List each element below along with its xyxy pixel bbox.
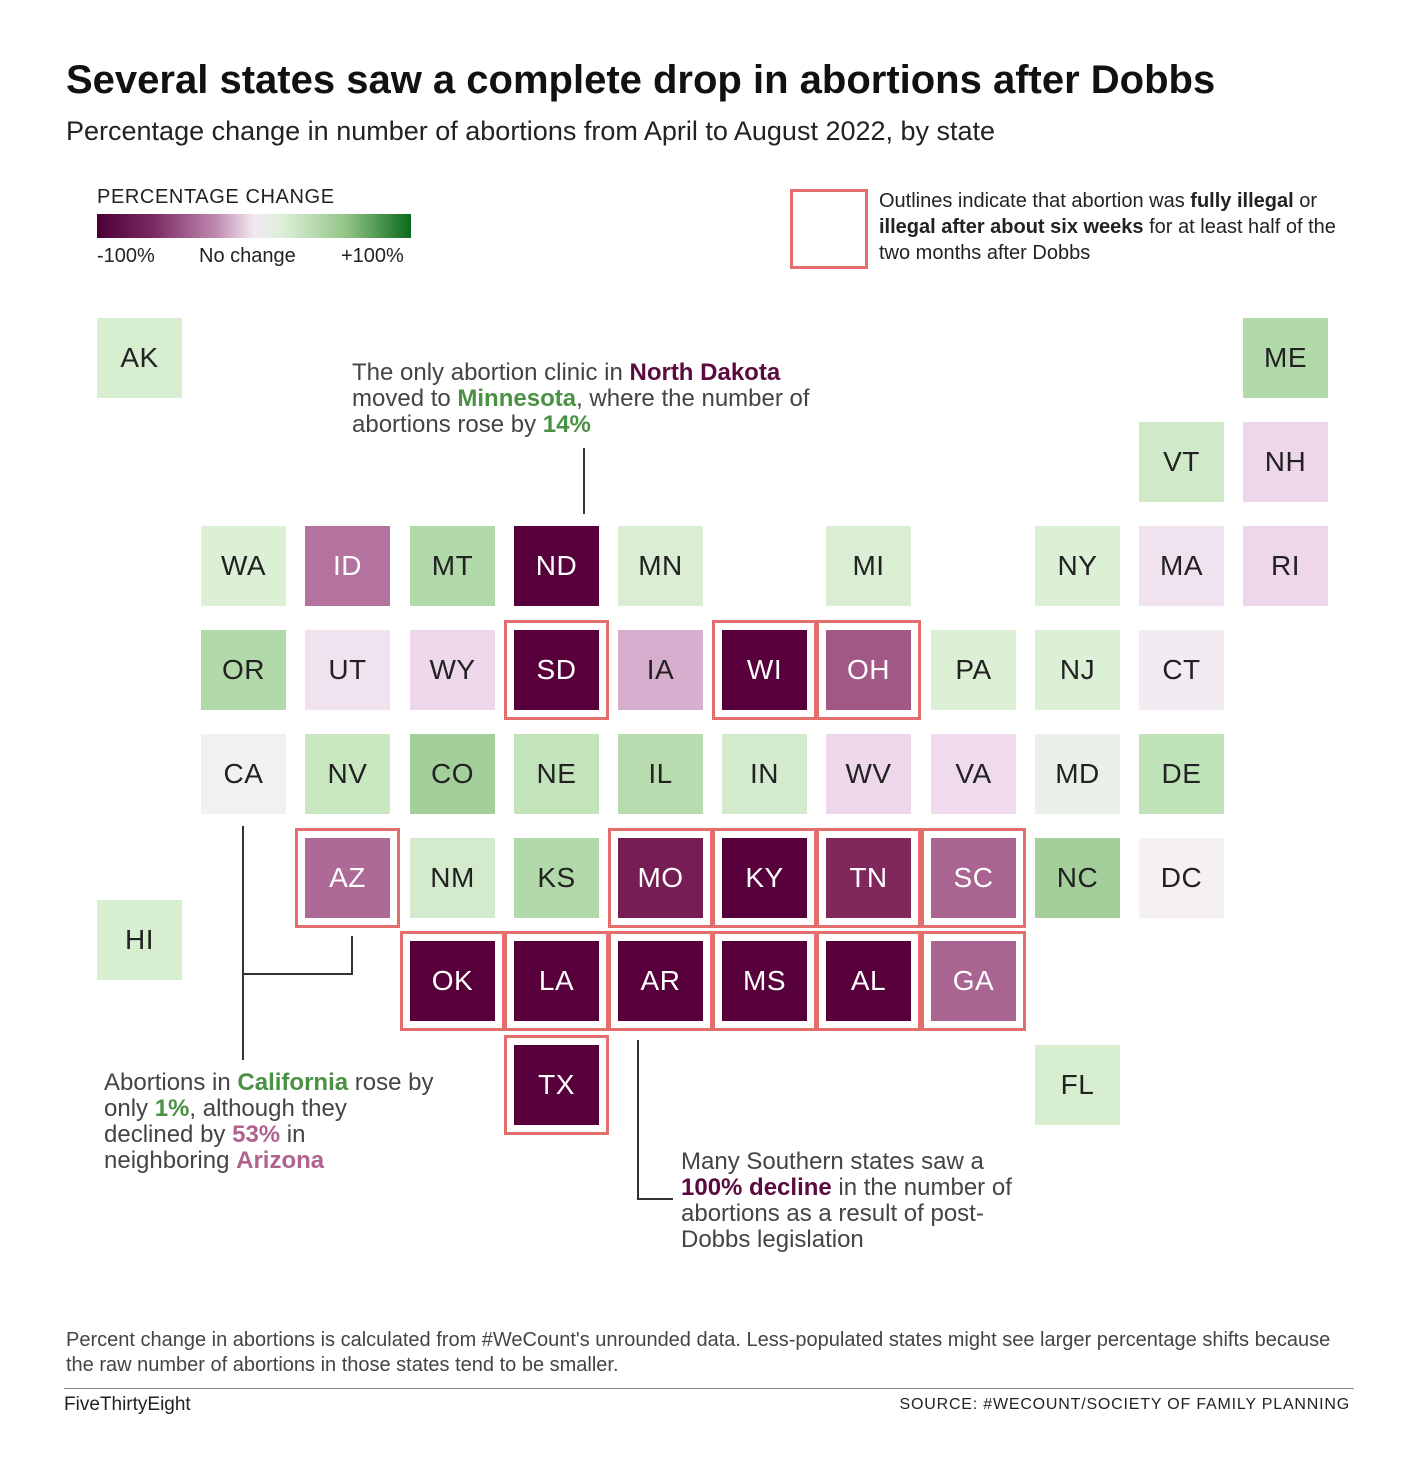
state-tile-ut: UT	[305, 630, 390, 710]
state-tile-in: IN	[722, 734, 807, 814]
state-tile-ri: RI	[1243, 526, 1328, 606]
source-label: SOURCE: #WECOUNT/SOCIETY OF FAMILY PLANN…	[899, 1396, 1350, 1413]
state-tile-mi: MI	[826, 526, 911, 606]
state-tile-mt: MT	[410, 526, 495, 606]
state-tile-nh: NH	[1243, 422, 1328, 502]
state-tile-fl: FL	[1035, 1045, 1120, 1125]
state-tile-nd: ND	[514, 526, 599, 606]
annotation-nd-leader-line	[583, 448, 585, 514]
chart-subtitle: Percentage change in number of abortions…	[66, 116, 996, 146]
state-tile-ks: KS	[514, 838, 599, 918]
legend-min-label: -100%	[97, 245, 155, 267]
state-tile-sc: SC	[921, 828, 1026, 928]
footnote: Percent change in abortions is calculate…	[66, 1329, 1331, 1376]
state-tile-or: OR	[201, 630, 286, 710]
state-tile-la: LA	[504, 931, 609, 1031]
state-tile-nm: NM	[410, 838, 495, 918]
annotation-south-leader-horizontal	[637, 1198, 673, 1200]
annotation-ca-az: Abortions in California rose by only 1%,…	[104, 1069, 434, 1174]
annotation-nd-mn: The only abortion clinic in North Dakota…	[352, 359, 810, 438]
state-tile-ca: CA	[201, 734, 286, 814]
state-tile-va: VA	[931, 734, 1016, 814]
state-tile-dc: DC	[1139, 838, 1224, 918]
state-tile-ky: KY	[712, 828, 817, 928]
state-tile-il: IL	[618, 734, 703, 814]
legend-title: PERCENTAGE CHANGE	[97, 186, 335, 208]
state-tile-tn: TN	[816, 828, 921, 928]
state-tile-ms: MS	[712, 931, 817, 1031]
state-tile-mo: MO	[608, 828, 713, 928]
state-tile-ct: CT	[1139, 630, 1224, 710]
annotation-south: Many Southern states saw a 100% decline …	[681, 1148, 1012, 1253]
outline-legend-swatch	[790, 189, 868, 269]
state-tile-de: DE	[1139, 734, 1224, 814]
state-tile-nj: NJ	[1035, 630, 1120, 710]
outline-legend-note: Outlines indicate that abortion was full…	[879, 190, 1336, 264]
annotation-az-leader-vertical	[351, 936, 353, 975]
state-tile-md: MD	[1035, 734, 1120, 814]
state-tile-wa: WA	[201, 526, 286, 606]
chart-title: Several states saw a complete drop in ab…	[66, 58, 1216, 102]
state-tile-pa: PA	[931, 630, 1016, 710]
annotation-south-leader-vertical	[637, 1040, 639, 1200]
state-tile-oh: OH	[816, 620, 921, 720]
legend-color-scale	[97, 214, 411, 238]
state-tile-ny: NY	[1035, 526, 1120, 606]
state-tile-nc: NC	[1035, 838, 1120, 918]
state-tile-ma: MA	[1139, 526, 1224, 606]
legend-max-label: +100%	[341, 245, 404, 267]
state-tile-sd: SD	[504, 620, 609, 720]
state-tile-co: CO	[410, 734, 495, 814]
state-tile-ne: NE	[514, 734, 599, 814]
state-tile-hi: HI	[97, 900, 182, 980]
state-tile-ar: AR	[608, 931, 713, 1031]
state-tile-wy: WY	[410, 630, 495, 710]
state-tile-ga: GA	[921, 931, 1026, 1031]
brand-label: FiveThirtyEight	[64, 1394, 191, 1415]
legend-mid-label: No change	[199, 245, 296, 267]
state-tile-vt: VT	[1139, 422, 1224, 502]
state-tile-ak: AK	[97, 318, 182, 398]
state-tile-me: ME	[1243, 318, 1328, 398]
state-tile-az: AZ	[295, 828, 400, 928]
state-tile-tx: TX	[504, 1035, 609, 1135]
footer-divider	[64, 1388, 1354, 1389]
state-tile-wi: WI	[712, 620, 817, 720]
annotation-ca-leader-line	[242, 826, 244, 1060]
state-tile-mn: MN	[618, 526, 703, 606]
annotation-az-leader-horizontal	[243, 973, 353, 975]
state-tile-al: AL	[816, 931, 921, 1031]
state-tile-wv: WV	[826, 734, 911, 814]
state-tile-nv: NV	[305, 734, 390, 814]
state-tile-id: ID	[305, 526, 390, 606]
state-tile-ia: IA	[618, 630, 703, 710]
state-tile-ok: OK	[400, 931, 505, 1031]
